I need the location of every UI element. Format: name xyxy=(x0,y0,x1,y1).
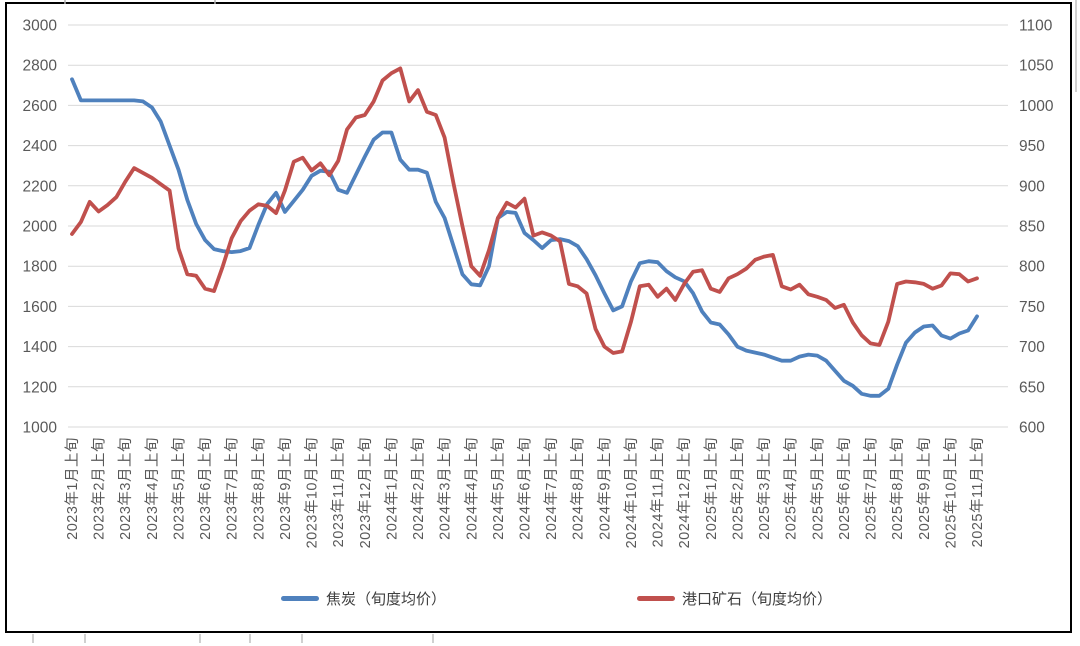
y-right-tick-label: 700 xyxy=(1019,339,1045,356)
y-left-tick-label: 3000 xyxy=(23,18,58,35)
y-left-tick-label: 1800 xyxy=(23,259,58,276)
x-tick-label: 2023年12月上旬 xyxy=(357,437,374,548)
x-tick-label: 2023年9月上旬 xyxy=(277,437,294,540)
gridlines xyxy=(68,24,1008,428)
x-tick-label: 2024年8月上旬 xyxy=(570,437,587,540)
x-tick-label: 2024年4月上旬 xyxy=(463,437,480,540)
y-left-tick-label: 2600 xyxy=(23,98,58,115)
y-right-tick-label: 950 xyxy=(1019,138,1045,155)
y-left-tick-label: 2400 xyxy=(23,138,58,155)
legend-item-ore: 港口矿石（旬度均价） xyxy=(637,590,833,608)
x-tick-label: 2025年3月上旬 xyxy=(756,437,773,540)
x-tick-label: 2024年9月上旬 xyxy=(596,437,613,540)
y-right-tick-label: 750 xyxy=(1019,299,1045,316)
y-right-tick-label: 800 xyxy=(1019,259,1045,276)
x-tick-label: 2025年6月上旬 xyxy=(836,437,853,540)
x-tick-label: 2023年11月上旬 xyxy=(330,437,347,547)
ore-line-swatch xyxy=(637,595,675,601)
x-tick-label: 2025年2月上旬 xyxy=(729,437,746,540)
x-tick-label: 2025年11月上旬 xyxy=(969,437,986,547)
x-tick-label: 2025年8月上旬 xyxy=(889,437,906,540)
x-tick-label: 2024年3月上旬 xyxy=(437,437,454,540)
y-right-tick-label: 850 xyxy=(1019,219,1045,236)
y-left-tick-label: 1400 xyxy=(23,339,58,356)
x-tick-label: 2024年10月上旬 xyxy=(623,437,640,548)
y-right-tick-label: 600 xyxy=(1019,420,1045,437)
x-tick-label: 2024年6月上旬 xyxy=(517,437,534,540)
legend-item-coke: 焦炭（旬度均价） xyxy=(281,590,447,608)
x-tick-label: 2023年7月上旬 xyxy=(224,437,241,540)
chart-frame xyxy=(5,2,1072,633)
x-axis-labels: 2023年1月上旬 2023年2月上旬 2023年3月上旬 2023年4月上旬 2023… xyxy=(64,437,986,548)
x-tick-label: 2024年7月上旬 xyxy=(543,437,560,540)
y-right-tick-label: 1100 xyxy=(1019,18,1053,35)
x-tick-label: 2025年4月上旬 xyxy=(783,437,800,540)
x-tick-label: 2024年1月上旬 xyxy=(383,437,400,540)
y-left-tick-label: 2800 xyxy=(23,58,58,75)
y-axis-left: 3000 2800 2600 2400 2200 2000 1800 1600 1400 1200… xyxy=(23,18,58,437)
x-tick-label: 2024年5月上旬 xyxy=(490,437,507,540)
coke-legend-label: 焦炭（旬度均价） xyxy=(326,590,447,608)
x-tick-label: 2024年11月上旬 xyxy=(650,437,667,547)
y-right-tick-label: 1000 xyxy=(1019,98,1054,115)
ore-series-line xyxy=(70,66,979,355)
x-tick-label: 2023年10月上旬 xyxy=(304,437,321,548)
x-tick-label: 2023年8月上旬 xyxy=(250,437,267,540)
x-tick-label: 2023年1月上旬 xyxy=(64,437,81,540)
x-tick-label: 2023年4月上旬 xyxy=(144,437,161,540)
coke-series-line xyxy=(70,77,979,398)
coke-line-swatch xyxy=(281,595,319,601)
y-left-tick-label: 1200 xyxy=(23,379,58,396)
x-tick-label: 2023年5月上旬 xyxy=(170,437,187,540)
x-tick-label: 2024年12月上旬 xyxy=(676,437,693,548)
y-left-tick-label: 2200 xyxy=(23,178,58,195)
x-tick-label: 2024年2月上旬 xyxy=(410,437,427,540)
y-axis-right: 1100 1050 1000 950 900 850 800 750 700 650 600 xyxy=(1019,18,1054,437)
y-left-tick-label: 1000 xyxy=(23,420,58,437)
x-tick-label: 2025年5月上旬 xyxy=(809,437,826,540)
y-right-tick-label: 1050 xyxy=(1019,58,1054,75)
x-tick-label: 2025年9月上旬 xyxy=(916,437,933,540)
ore-legend-label: 港口矿石（旬度均价） xyxy=(682,590,833,608)
x-tick-label: 2023年2月上旬 xyxy=(91,437,108,540)
y-right-tick-label: 650 xyxy=(1019,379,1045,396)
x-tick-label: 2023年6月上旬 xyxy=(197,437,214,540)
page-edge-artifacts xyxy=(32,0,1077,643)
x-tick-label: 2023年3月上旬 xyxy=(117,437,134,540)
y-left-tick-label: 2000 xyxy=(23,219,58,236)
y-left-tick-label: 1600 xyxy=(23,299,58,316)
x-tick-label: 2025年1月上旬 xyxy=(703,437,720,540)
x-tick-label: 2025年7月上旬 xyxy=(863,437,880,540)
x-tick-label: 2025年10月上旬 xyxy=(942,437,959,548)
y-right-tick-label: 900 xyxy=(1019,178,1045,195)
